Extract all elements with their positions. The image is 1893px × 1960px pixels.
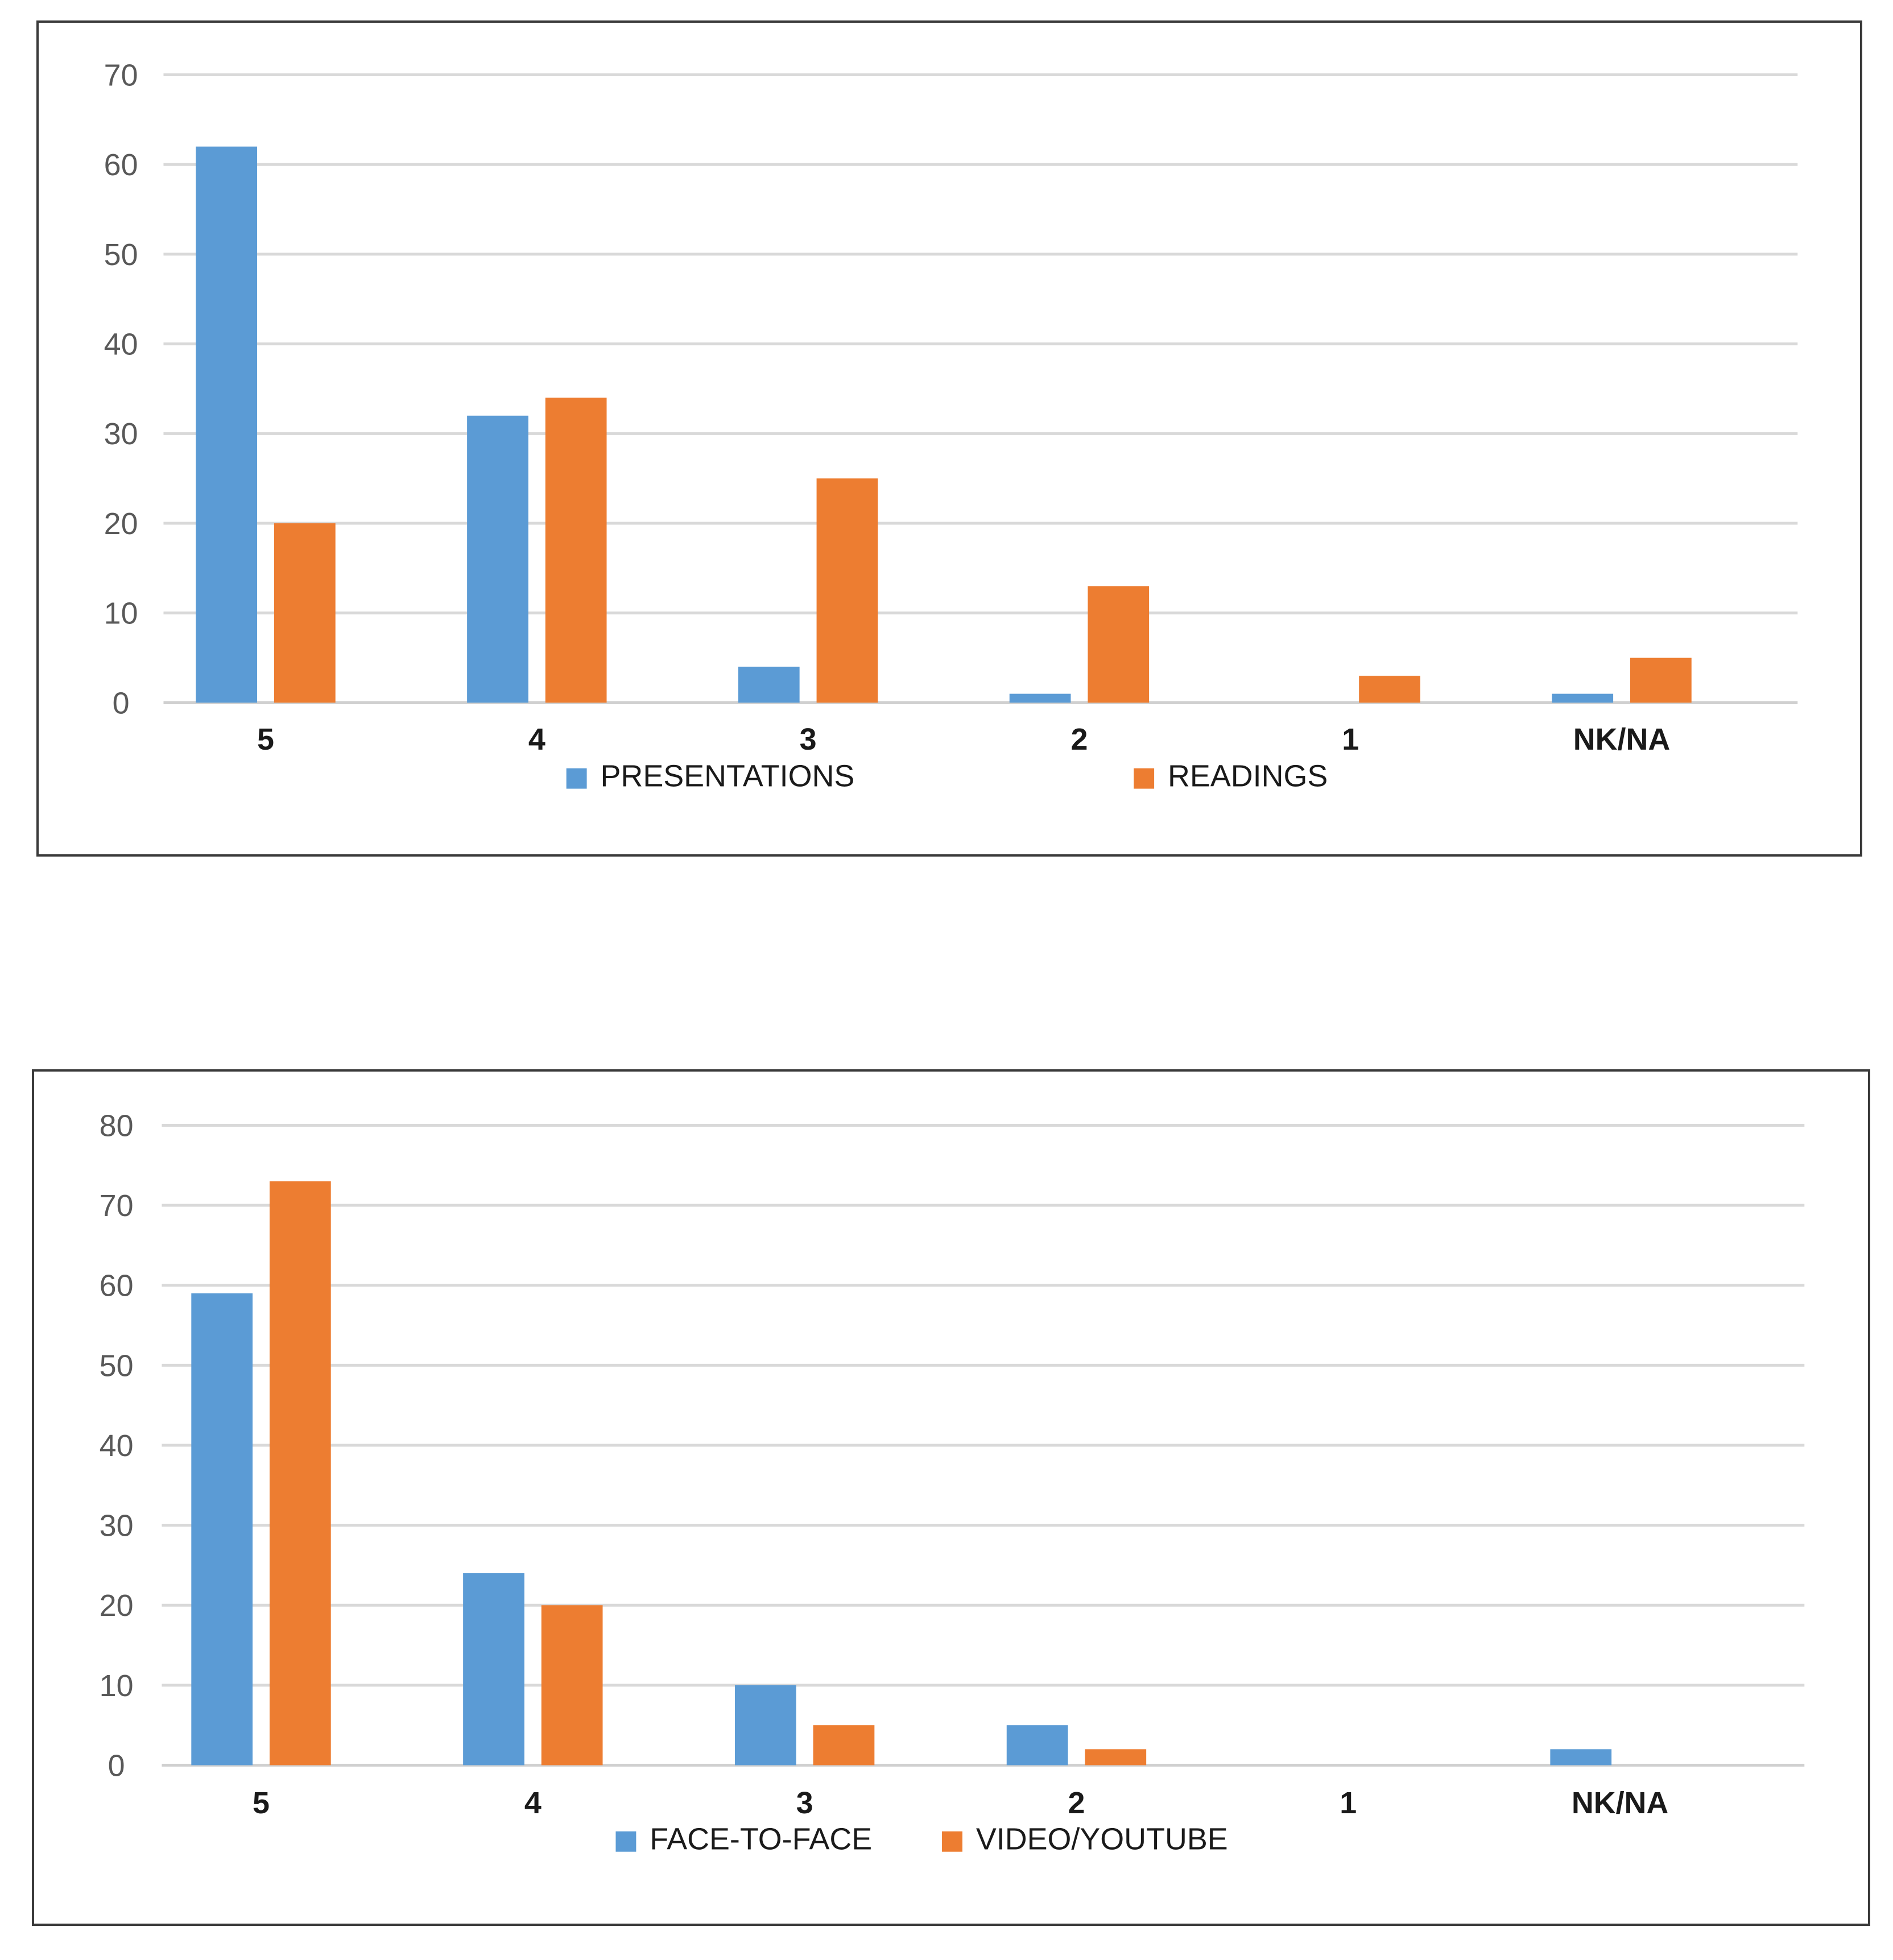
- y-tick-label: 30: [104, 417, 138, 451]
- y-tick-label: 20: [104, 507, 138, 541]
- bar-presentations-4: [467, 415, 528, 703]
- legend-swatch-video-youtube: [942, 1831, 962, 1852]
- bar-video-youtube-4: [541, 1605, 603, 1765]
- y-tick-label: 10: [100, 1669, 134, 1703]
- bar-readings-1: [1359, 676, 1420, 703]
- legend-label-readings: READINGS: [1168, 759, 1328, 793]
- y-tick-label: 50: [104, 238, 138, 272]
- bar-face-to-face-5: [191, 1293, 253, 1765]
- bar-presentations-3: [738, 667, 800, 703]
- x-category-label: 2: [1071, 722, 1088, 756]
- x-category-label: 3: [800, 722, 817, 756]
- x-category-label: 2: [1068, 1786, 1085, 1820]
- x-category-label: 4: [528, 722, 545, 756]
- x-category-label: 1: [1342, 722, 1359, 756]
- y-tick-label: 60: [104, 148, 138, 182]
- bar-video-youtube-3: [813, 1725, 875, 1765]
- y-tick-label: 0: [108, 1748, 125, 1783]
- bar-readings-2: [1088, 586, 1150, 703]
- y-tick-label: 40: [100, 1429, 134, 1463]
- y-tick-label: 0: [113, 686, 130, 720]
- legend-label-presentations: PRESENTATIONS: [601, 759, 855, 793]
- bar-face-to-face-nk-na: [1550, 1749, 1612, 1765]
- y-tick-label: 50: [100, 1349, 134, 1383]
- x-category-label: 1: [1340, 1786, 1357, 1820]
- bar-readings-5: [274, 523, 336, 703]
- y-tick-label: 60: [100, 1269, 134, 1303]
- x-category-label: 3: [796, 1786, 813, 1820]
- bar-video-youtube-5: [269, 1181, 331, 1765]
- legend-swatch-face-to-face: [615, 1831, 636, 1852]
- y-tick-label: 40: [104, 328, 138, 362]
- x-category-label: 5: [257, 722, 274, 756]
- chart-2-plot: 0 10 20 30 40 50 60 70 80 5 4 3 2 1 NK/NA FACE-TO-FACE V…: [100, 1109, 1805, 1856]
- bar-video-youtube-2: [1085, 1749, 1147, 1765]
- x-category-label: 4: [524, 1786, 542, 1820]
- bar-face-to-face-3: [734, 1685, 796, 1765]
- bar-presentations-nk-na: [1552, 693, 1614, 703]
- bar-readings-4: [545, 398, 607, 703]
- y-tick-label: 70: [100, 1189, 134, 1223]
- bar-presentations-2: [1009, 693, 1071, 703]
- legend-swatch-readings: [1134, 768, 1155, 789]
- chart-1-plot: 0 10 20 30 40 50 60 70 5 4 3 2 1 NK/NA PRESENTATIONS RE…: [104, 58, 1798, 793]
- y-tick-label: 80: [100, 1109, 134, 1143]
- x-category-label: 5: [253, 1786, 270, 1820]
- y-tick-label: 30: [100, 1509, 134, 1543]
- y-tick-label: 20: [100, 1589, 134, 1623]
- legend-label-video-youtube: VIDEO/YOUTUBE: [976, 1822, 1228, 1856]
- legend-swatch-presentations: [566, 768, 587, 789]
- y-tick-label: 10: [104, 597, 138, 631]
- bar-face-to-face-2: [1006, 1725, 1068, 1765]
- bar-readings-nk-na: [1630, 658, 1692, 703]
- legend-label-face-to-face: FACE-TO-FACE: [650, 1822, 872, 1856]
- bar-presentations-5: [196, 146, 258, 703]
- x-category-label: NK/NA: [1572, 1786, 1668, 1820]
- chart-1-frame: 0 10 20 30 40 50 60 70 5 4 3 2 1 NK/NA PRESENTATIONS RE…: [36, 20, 1862, 857]
- chart-2-frame: 0 10 20 30 40 50 60 70 80 5 4 3 2 1 NK/NA FACE-TO-FACE V…: [32, 1069, 1870, 1926]
- x-category-label: NK/NA: [1573, 722, 1671, 756]
- bar-readings-3: [816, 478, 878, 703]
- bar-face-to-face-4: [463, 1573, 524, 1765]
- y-tick-label: 70: [104, 58, 138, 92]
